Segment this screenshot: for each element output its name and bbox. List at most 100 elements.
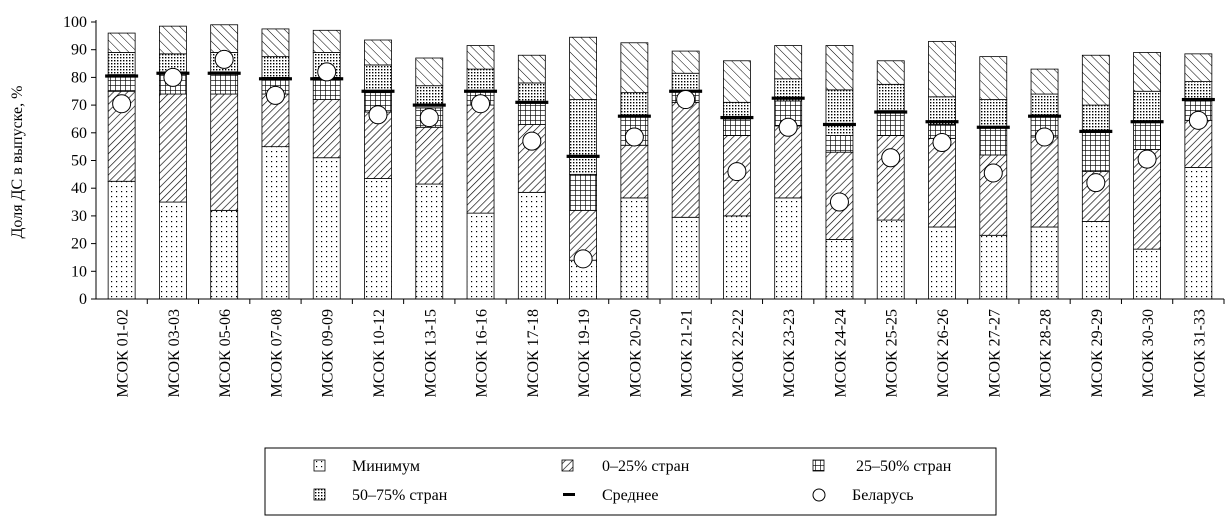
bar-segment xyxy=(159,25,187,55)
bar-segment xyxy=(466,212,495,300)
bar-segment xyxy=(312,29,341,53)
bar-segment xyxy=(1030,136,1059,228)
bar-segment xyxy=(876,219,905,300)
bar-segment xyxy=(1133,121,1161,150)
x-tick-label: МСОК 31-33 xyxy=(1191,309,1208,397)
bar-segment xyxy=(620,144,649,199)
bar-segment xyxy=(825,89,854,136)
belarus-marker xyxy=(214,49,234,69)
mean-marker xyxy=(464,89,498,93)
bar-segment xyxy=(620,197,649,300)
x-tick-label: МСОК 24-24 xyxy=(832,309,849,397)
bar-segment xyxy=(261,56,290,78)
x-tick-label: МСОК 30-30 xyxy=(1140,309,1157,397)
legend: Минимум 0–25% стран 25–50% стран 50–75% … xyxy=(264,447,997,516)
bar-segment xyxy=(210,71,239,95)
y-tick-label: 20 xyxy=(71,236,87,253)
belarus-marker xyxy=(1086,173,1106,193)
bar-segment xyxy=(979,234,1008,300)
bar-segment xyxy=(620,42,649,94)
bar-segment xyxy=(1081,129,1110,172)
bar-segment xyxy=(364,39,392,66)
bar-segment xyxy=(364,178,392,300)
y-tick-label: 30 xyxy=(71,208,87,225)
x-tick-label: МСОК 19-19 xyxy=(576,309,593,397)
x-tick-label: МСОК 21-21 xyxy=(679,309,696,397)
belarus-marker xyxy=(317,62,337,82)
bars-group xyxy=(107,24,1213,300)
bar-segment xyxy=(1030,68,1059,95)
belarus-marker xyxy=(163,67,183,87)
legend-swatch-25-50 xyxy=(812,459,825,472)
belarus-marker xyxy=(419,108,439,128)
x-tick-label: МСОК 28-28 xyxy=(1038,309,1055,397)
bar-segment xyxy=(723,118,751,136)
x-tick-label: МСОК 26-26 xyxy=(935,309,952,397)
legend-swatch-mean xyxy=(563,493,575,496)
belarus-marker xyxy=(522,131,542,151)
legend-swatch-minimum xyxy=(313,459,326,472)
mean-marker xyxy=(412,103,446,107)
legend-label-0-25: 0–25% стран xyxy=(602,458,690,475)
y-tick-label: 0 xyxy=(79,291,87,308)
bar-segment xyxy=(671,72,700,92)
bar-segment xyxy=(107,52,136,76)
belarus-marker xyxy=(112,94,132,114)
x-tick-label: МСОК 22-22 xyxy=(730,309,747,397)
bar-segment xyxy=(825,135,854,153)
y-tick-label: 80 xyxy=(71,69,87,86)
bar-segment xyxy=(928,137,956,228)
bar-segment xyxy=(107,180,136,300)
bar-segment xyxy=(517,82,546,103)
belarus-marker xyxy=(624,127,644,147)
mean-marker xyxy=(874,110,908,114)
bar-segment xyxy=(569,36,597,100)
belarus-marker xyxy=(932,132,952,152)
bar-segment xyxy=(466,45,495,70)
bar-segment xyxy=(1133,90,1161,123)
belarus-marker xyxy=(1137,149,1157,169)
bar-segment xyxy=(1184,53,1213,82)
belarus-marker xyxy=(1035,127,1055,147)
y-tick-label: 100 xyxy=(63,14,87,31)
bar-segment xyxy=(1030,226,1059,300)
x-tick-label: МСОК 23-23 xyxy=(781,309,798,397)
y-tick-label: 70 xyxy=(71,97,87,114)
bar-segment xyxy=(210,24,239,53)
bar-segment xyxy=(261,28,290,58)
bar-segment xyxy=(159,201,187,300)
mean-marker xyxy=(1181,97,1215,102)
belarus-marker xyxy=(778,117,798,137)
y-axis: 0 10 20 30 40 50 60 70 80 90 100 xyxy=(63,14,97,308)
legend-swatch-0-25 xyxy=(561,459,574,472)
bar-segment xyxy=(876,83,905,112)
x-tick-label: МСОК 17-18 xyxy=(525,309,542,397)
bar-segment xyxy=(774,125,803,199)
bar-segment xyxy=(466,68,495,92)
x-tick-label: МСОК 05-06 xyxy=(217,309,234,397)
legend-swatch-50-75 xyxy=(313,488,326,501)
mean-marker xyxy=(566,154,600,158)
bar-segment xyxy=(774,197,803,300)
bar-segment xyxy=(107,32,136,53)
bar-segment xyxy=(1081,221,1110,300)
legend-label-belarus: Беларусь xyxy=(852,487,914,504)
bar-segment xyxy=(1133,52,1161,92)
bar-segment xyxy=(979,56,1008,100)
bar-segment xyxy=(620,92,649,116)
belarus-markers-group xyxy=(112,49,1208,269)
bar-segment xyxy=(466,104,495,214)
mean-marker xyxy=(925,120,959,124)
bar-segment xyxy=(723,60,751,103)
belarus-marker xyxy=(881,148,901,168)
mean-marker xyxy=(515,100,549,104)
bar-segment xyxy=(415,126,444,185)
bar-segment xyxy=(210,209,239,300)
bar-segment xyxy=(159,93,187,203)
legend-swatch-belarus xyxy=(812,488,826,502)
x-axis: МСОК 01-02 МСОК 03-03 МСОК 05-06 МСОК 07-08… xyxy=(96,298,1225,397)
y-tick-label: 50 xyxy=(71,153,87,170)
bar-segment xyxy=(979,126,1008,156)
mean-marker xyxy=(822,122,856,127)
belarus-marker xyxy=(573,249,593,269)
